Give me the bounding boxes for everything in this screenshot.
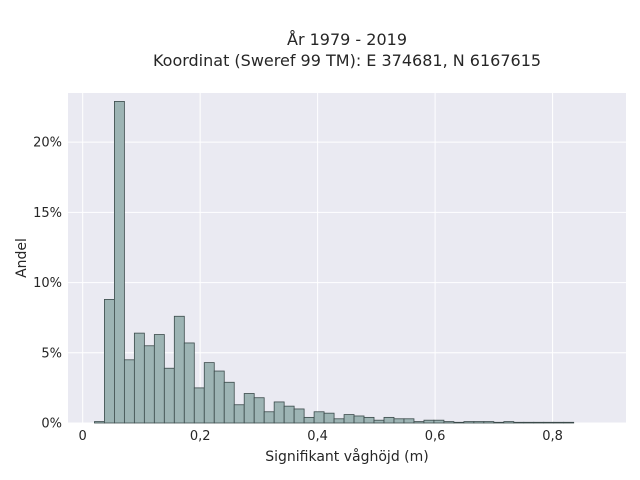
histogram-bar	[353, 415, 365, 424]
histogram-bar	[213, 370, 225, 424]
histogram-bar	[403, 418, 415, 424]
histogram-bar	[143, 345, 155, 424]
histogram-bar	[183, 342, 195, 424]
histogram-bar	[433, 419, 445, 424]
histogram-bar	[523, 421, 535, 424]
histogram-bar	[493, 421, 505, 424]
histogram-bar	[563, 421, 575, 424]
histogram-bar	[423, 419, 435, 424]
histogram-bar	[253, 397, 265, 424]
histogram-bar	[383, 416, 395, 424]
histogram-bar	[503, 421, 515, 424]
histogram-bar	[313, 411, 325, 424]
histogram-bar	[303, 416, 315, 424]
x-tick-label: 0	[79, 429, 87, 444]
chart-title-line1: År 1979 - 2019	[287, 30, 407, 49]
histogram-bar	[203, 362, 215, 424]
x-tick-label: 0,2	[190, 429, 211, 444]
histogram-bar	[373, 419, 385, 424]
x-axis-ticks: 0 0,2 0,4 0,6 0,8	[79, 429, 563, 444]
histogram-bar	[483, 421, 495, 424]
x-axis-label: Signifikant våghöjd (m)	[265, 448, 428, 465]
histogram-bar	[473, 421, 485, 424]
histogram-bar	[453, 421, 465, 424]
x-tick-label: 0,4	[307, 429, 328, 444]
histogram-bar	[94, 421, 105, 424]
histogram-bar	[543, 421, 555, 424]
histogram-bar	[333, 418, 345, 424]
x-tick-label: 0,6	[425, 429, 446, 444]
histogram-bar	[293, 408, 305, 424]
y-axis-label: Andel	[14, 238, 30, 278]
y-tick-label: 0%	[41, 417, 62, 432]
y-tick-label: 5%	[41, 346, 62, 361]
histogram-bar	[243, 393, 255, 424]
histogram-bar	[273, 401, 285, 424]
histogram-bar	[323, 412, 335, 424]
histogram-bar	[443, 421, 455, 424]
histogram-bar	[193, 387, 205, 424]
histogram-bar	[233, 404, 245, 424]
histogram-bar	[263, 411, 275, 424]
histogram-bar	[104, 299, 115, 424]
y-tick-label: 20%	[33, 136, 62, 151]
histogram-bar	[463, 421, 475, 424]
histogram-bar	[343, 414, 355, 424]
chart-title-line2: Koordinat (Sweref 99 TM): E 374681, N 61…	[153, 51, 541, 70]
histogram-bar	[283, 405, 295, 424]
histogram-bar	[133, 332, 145, 424]
histogram-bar	[153, 334, 165, 424]
histogram-bar	[533, 421, 545, 424]
histogram-bar	[553, 421, 565, 424]
histogram-bar	[363, 416, 375, 424]
histogram-bar	[114, 101, 125, 424]
histogram-bar	[163, 367, 175, 424]
histogram-bar	[413, 421, 425, 424]
histogram-bar	[513, 421, 525, 424]
y-axis-ticks: 0% 5% 10% 15% 20%	[33, 136, 62, 432]
histogram-bar	[173, 315, 185, 424]
histogram-bar	[223, 381, 235, 424]
histogram-bars	[94, 101, 575, 424]
histogram-bar	[123, 359, 135, 424]
x-tick-label: 0,8	[542, 429, 563, 444]
histogram-bar	[393, 418, 405, 424]
y-tick-label: 10%	[33, 276, 62, 291]
y-tick-label: 15%	[33, 206, 62, 221]
